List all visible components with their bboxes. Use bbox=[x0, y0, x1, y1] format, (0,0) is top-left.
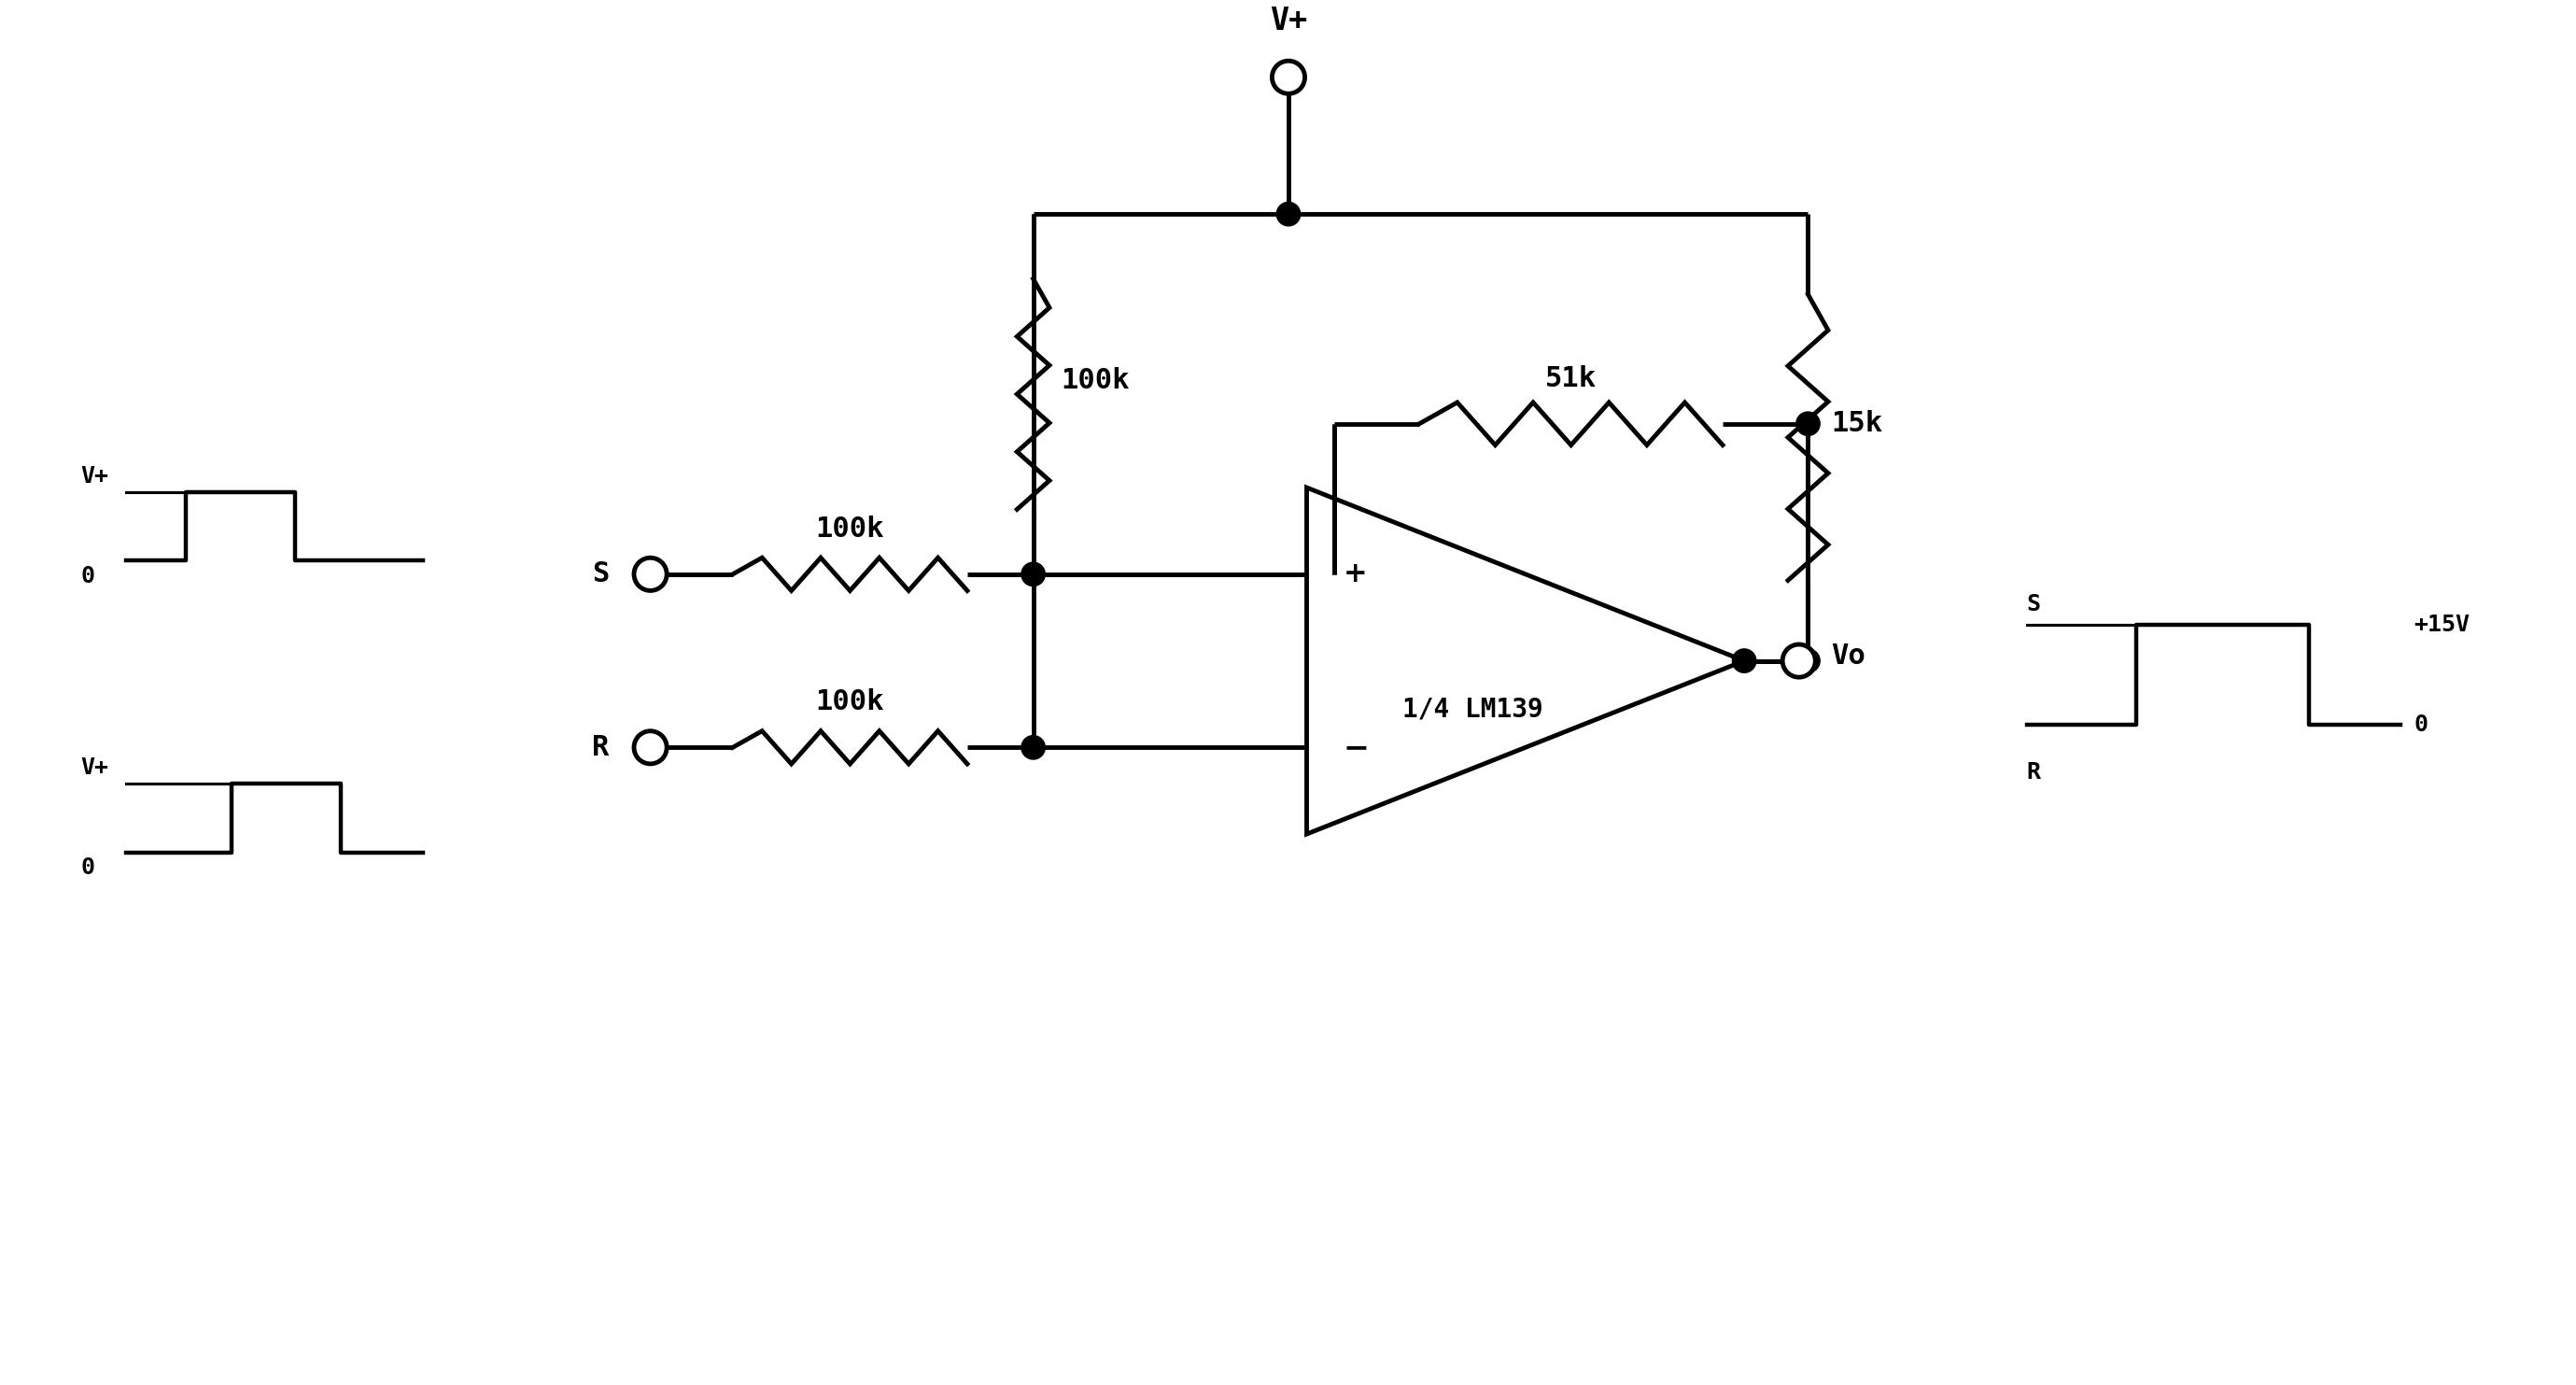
Text: S: S bbox=[592, 561, 611, 587]
Text: V+: V+ bbox=[1270, 6, 1306, 36]
Text: V+: V+ bbox=[80, 758, 108, 780]
Text: 1/4 LM139: 1/4 LM139 bbox=[1401, 697, 1543, 723]
Text: 100k: 100k bbox=[817, 688, 884, 716]
Circle shape bbox=[1020, 562, 1046, 586]
Text: 0: 0 bbox=[80, 565, 95, 587]
Text: V+: V+ bbox=[80, 465, 108, 488]
Text: +: + bbox=[1342, 561, 1368, 587]
Circle shape bbox=[634, 558, 667, 590]
Text: 0: 0 bbox=[80, 857, 95, 879]
Text: 0: 0 bbox=[2414, 713, 2429, 735]
Circle shape bbox=[1020, 735, 1046, 759]
Circle shape bbox=[1734, 650, 1757, 673]
Circle shape bbox=[1795, 650, 1819, 673]
Circle shape bbox=[634, 731, 667, 765]
Text: Vo: Vo bbox=[1832, 643, 1865, 670]
Text: 51k: 51k bbox=[1546, 364, 1597, 392]
Text: 100k: 100k bbox=[817, 515, 884, 543]
Text: +15V: +15V bbox=[2414, 614, 2470, 636]
Text: R: R bbox=[592, 734, 611, 760]
Text: 100k: 100k bbox=[1061, 367, 1128, 393]
Text: S: S bbox=[2027, 593, 2040, 615]
Circle shape bbox=[1795, 411, 1819, 436]
Circle shape bbox=[1278, 202, 1301, 226]
Text: 15k: 15k bbox=[1832, 410, 1883, 438]
Text: R: R bbox=[2027, 762, 2040, 784]
Circle shape bbox=[1273, 61, 1306, 94]
Text: −: − bbox=[1342, 733, 1370, 763]
Circle shape bbox=[1783, 644, 1816, 677]
